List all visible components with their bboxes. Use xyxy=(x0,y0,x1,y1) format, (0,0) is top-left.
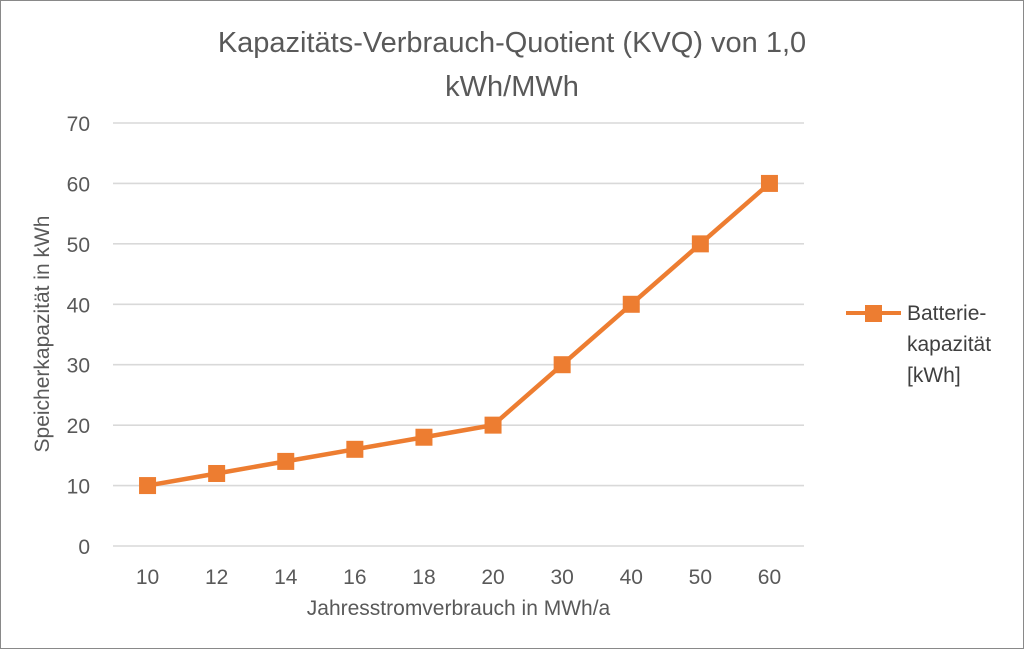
y-tick-label: 40 xyxy=(67,294,90,317)
x-tick-label: 16 xyxy=(343,566,366,589)
y-tick-label: 50 xyxy=(67,234,90,257)
y-tick-label: 10 xyxy=(67,476,90,499)
data-point-marker xyxy=(277,452,295,470)
chart-title-line-1: Kapazitäts-Verbrauch-Quotient (KVQ) von … xyxy=(217,27,807,59)
x-tick-label: 50 xyxy=(689,566,712,589)
data-point-marker xyxy=(484,416,502,434)
data-point-marker xyxy=(415,428,433,446)
x-tick-label: 14 xyxy=(274,566,298,589)
y-tick-label: 70 xyxy=(67,113,90,136)
legend-label: Batterie- kapazität [kWh] xyxy=(907,298,991,391)
x-tick-label: 60 xyxy=(758,566,781,589)
chart-title: Kapazitäts-Verbrauch-Quotient (KVQ) von … xyxy=(1,21,1023,109)
data-point-marker xyxy=(208,464,226,482)
x-tick-label: 18 xyxy=(412,566,435,589)
x-tick-label: 20 xyxy=(481,566,504,589)
legend-label-line-3: [kWh] xyxy=(907,364,961,387)
data-point-marker xyxy=(553,356,571,374)
x-axis-title: Jahresstromverbrauch in MWh/a xyxy=(306,597,611,620)
y-tick-label: 30 xyxy=(67,355,90,378)
series-line xyxy=(147,181,771,488)
y-tick-label: 0 xyxy=(78,536,90,559)
legend-label-line-2: kapazität xyxy=(907,333,992,356)
data-point-marker xyxy=(691,235,709,253)
y-tick-label: 60 xyxy=(67,173,90,196)
legend-square-marker-icon xyxy=(865,305,882,322)
legend-label-line-1: Batterie- xyxy=(907,302,987,325)
data-point-marker xyxy=(622,295,640,313)
legend: Batterie- kapazität [kWh] xyxy=(846,298,991,391)
data-point-marker xyxy=(346,440,364,458)
x-tick-label: 40 xyxy=(620,566,643,589)
legend-series-marker-icon xyxy=(846,298,901,328)
y-tick-label: 20 xyxy=(67,415,90,438)
chart-title-line-2: kWh/MWh xyxy=(445,71,579,103)
data-point-marker xyxy=(139,477,157,495)
x-tick-label: 12 xyxy=(205,566,228,589)
x-tick-label: 10 xyxy=(136,566,159,589)
x-tick-label: 30 xyxy=(550,566,573,589)
data-point-marker xyxy=(760,174,778,192)
